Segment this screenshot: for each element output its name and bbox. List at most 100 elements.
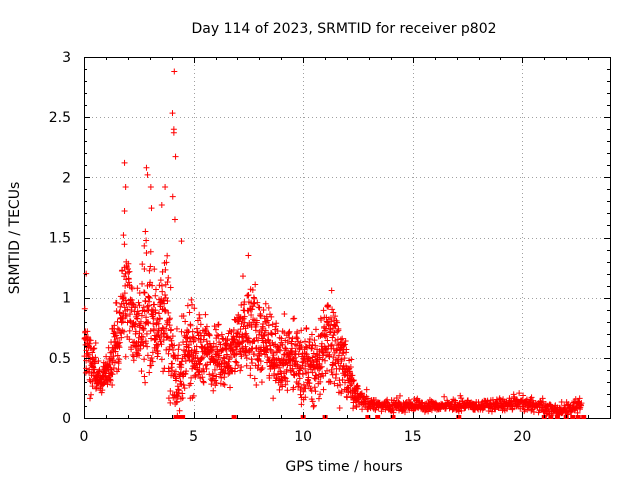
data-point	[220, 354, 227, 361]
data-point	[397, 392, 404, 399]
data-point	[204, 361, 211, 368]
data-point	[159, 288, 166, 295]
data-point	[343, 346, 350, 353]
data-point	[92, 340, 99, 347]
data-point	[288, 338, 295, 345]
data-point	[273, 375, 280, 382]
data-point	[122, 270, 129, 277]
data-point	[378, 408, 385, 415]
zero-marker	[180, 415, 186, 419]
data-point	[230, 326, 237, 333]
data-point	[232, 358, 239, 365]
data-point	[173, 325, 180, 332]
data-point	[164, 252, 171, 259]
data-point	[215, 321, 222, 328]
data-point	[121, 241, 128, 248]
data-point	[302, 365, 309, 372]
zero-marker	[365, 415, 371, 419]
data-point	[129, 339, 136, 346]
data-point	[95, 358, 102, 365]
data-point	[339, 335, 346, 342]
data-point	[188, 296, 195, 303]
data-point	[236, 334, 243, 341]
data-point	[150, 327, 157, 334]
data-point	[132, 328, 139, 335]
data-point	[341, 355, 348, 362]
data-point	[363, 386, 370, 393]
data-point	[99, 387, 106, 394]
data-point	[419, 399, 426, 406]
data-point	[243, 355, 250, 362]
data-point	[337, 381, 344, 388]
y-axis-label: SRMTID / TECUs	[7, 182, 23, 295]
data-point	[266, 311, 273, 318]
data-point	[181, 385, 188, 392]
data-point	[125, 269, 132, 276]
data-point	[171, 342, 178, 349]
data-point	[215, 332, 222, 339]
x-tick-label: 20	[513, 429, 531, 445]
data-point	[303, 326, 310, 333]
data-point	[116, 309, 123, 316]
data-point	[107, 349, 114, 356]
data-point	[145, 302, 152, 309]
data-point	[249, 360, 256, 367]
data-point	[126, 327, 133, 334]
data-point	[168, 326, 175, 333]
data-point	[140, 325, 147, 332]
data-point	[334, 319, 341, 326]
data-point	[258, 366, 265, 373]
data-point	[308, 345, 315, 352]
data-point	[308, 345, 315, 352]
data-point	[169, 360, 176, 367]
data-point	[324, 367, 331, 374]
data-point	[342, 338, 349, 345]
data-point	[184, 302, 191, 309]
data-point	[218, 374, 225, 381]
zero-marker	[231, 415, 237, 419]
data-point	[114, 325, 121, 332]
data-point	[237, 367, 244, 374]
data-point	[323, 331, 330, 338]
data-point	[160, 368, 167, 375]
zero-marker	[554, 415, 560, 419]
data-point	[123, 313, 130, 320]
zero-marker	[548, 415, 554, 419]
data-point	[309, 354, 316, 361]
data-point	[320, 307, 327, 314]
zero-marker	[570, 415, 576, 419]
data-point	[109, 371, 116, 378]
data-point	[143, 314, 150, 321]
data-point	[182, 318, 189, 325]
data-point	[144, 171, 151, 178]
data-point	[294, 328, 301, 335]
data-point	[194, 364, 201, 371]
data-point	[165, 368, 172, 375]
data-point	[148, 355, 155, 362]
data-point	[165, 350, 172, 357]
data-point	[91, 366, 98, 373]
data-point	[311, 384, 318, 391]
data-point	[225, 370, 232, 377]
data-point	[323, 325, 330, 332]
data-point	[167, 284, 174, 291]
data-point	[300, 381, 307, 388]
data-point	[328, 318, 335, 325]
data-point	[311, 402, 318, 409]
data-point	[133, 343, 140, 350]
data-point	[302, 338, 309, 345]
data-point	[276, 386, 283, 393]
x-tick-label: 15	[404, 429, 422, 445]
data-point	[318, 340, 325, 347]
data-point	[139, 261, 146, 268]
data-point	[136, 302, 143, 309]
zero-marker	[390, 415, 396, 419]
data-point	[183, 368, 190, 375]
data-point	[118, 334, 125, 341]
data-point	[158, 341, 165, 348]
zero-marker	[456, 415, 462, 419]
data-point	[190, 392, 197, 399]
data-point	[139, 280, 146, 287]
data-point	[157, 277, 164, 284]
data-point	[299, 371, 306, 378]
